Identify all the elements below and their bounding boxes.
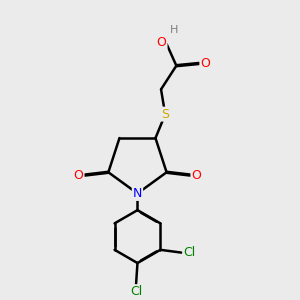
Text: N: N — [133, 187, 142, 200]
Text: O: O — [191, 169, 201, 182]
Text: Cl: Cl — [184, 246, 196, 259]
Text: H: H — [169, 25, 178, 34]
Text: O: O — [74, 169, 83, 182]
Text: O: O — [157, 36, 166, 49]
Text: O: O — [200, 57, 210, 70]
Text: S: S — [161, 108, 169, 121]
Text: Cl: Cl — [130, 285, 142, 298]
